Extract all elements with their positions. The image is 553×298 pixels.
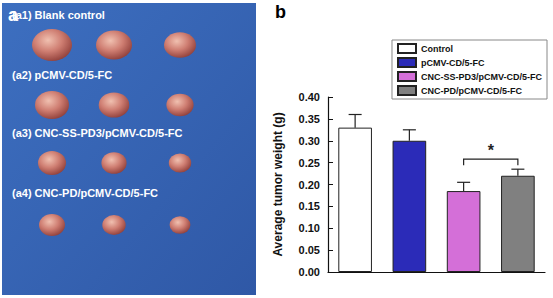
svg-text:(a1) Blank control: (a1) Blank control xyxy=(12,9,105,21)
svg-text:*: * xyxy=(488,142,495,159)
svg-text:0.30: 0.30 xyxy=(299,135,320,147)
svg-text:Average tumor weight (g): Average tumor weight (g) xyxy=(271,112,285,256)
svg-text:0.40: 0.40 xyxy=(299,91,320,103)
svg-text:CNC-SS-PD3/pCMV-CD/5-FC: CNC-SS-PD3/pCMV-CD/5-FC xyxy=(421,72,543,82)
svg-text:CNC-PD/pCMV-CD/5-FC: CNC-PD/pCMV-CD/5-FC xyxy=(421,86,522,96)
svg-text:0.05: 0.05 xyxy=(299,244,320,256)
svg-text:(a4) CNC-PD/pCMV-CD/5-FC: (a4) CNC-PD/pCMV-CD/5-FC xyxy=(12,187,158,199)
svg-text:pCMV-CD/5-FC: pCMV-CD/5-FC xyxy=(421,58,485,68)
svg-text:0.25: 0.25 xyxy=(299,157,320,169)
svg-text:0.35: 0.35 xyxy=(299,113,320,125)
svg-text:(a2) pCMV-CD/5-FC: (a2) pCMV-CD/5-FC xyxy=(12,69,112,81)
svg-text:0.10: 0.10 xyxy=(299,222,320,234)
svg-text:Control: Control xyxy=(421,44,453,54)
html-text:b: b xyxy=(275,2,286,22)
svg-text:0.15: 0.15 xyxy=(299,200,320,212)
svg-text:0.20: 0.20 xyxy=(299,179,320,191)
svg-text:0.00: 0.00 xyxy=(299,266,320,278)
svg-text:(a3) CNC-SS-PD3/pCMV-CD/5-FC: (a3) CNC-SS-PD3/pCMV-CD/5-FC xyxy=(12,127,183,139)
